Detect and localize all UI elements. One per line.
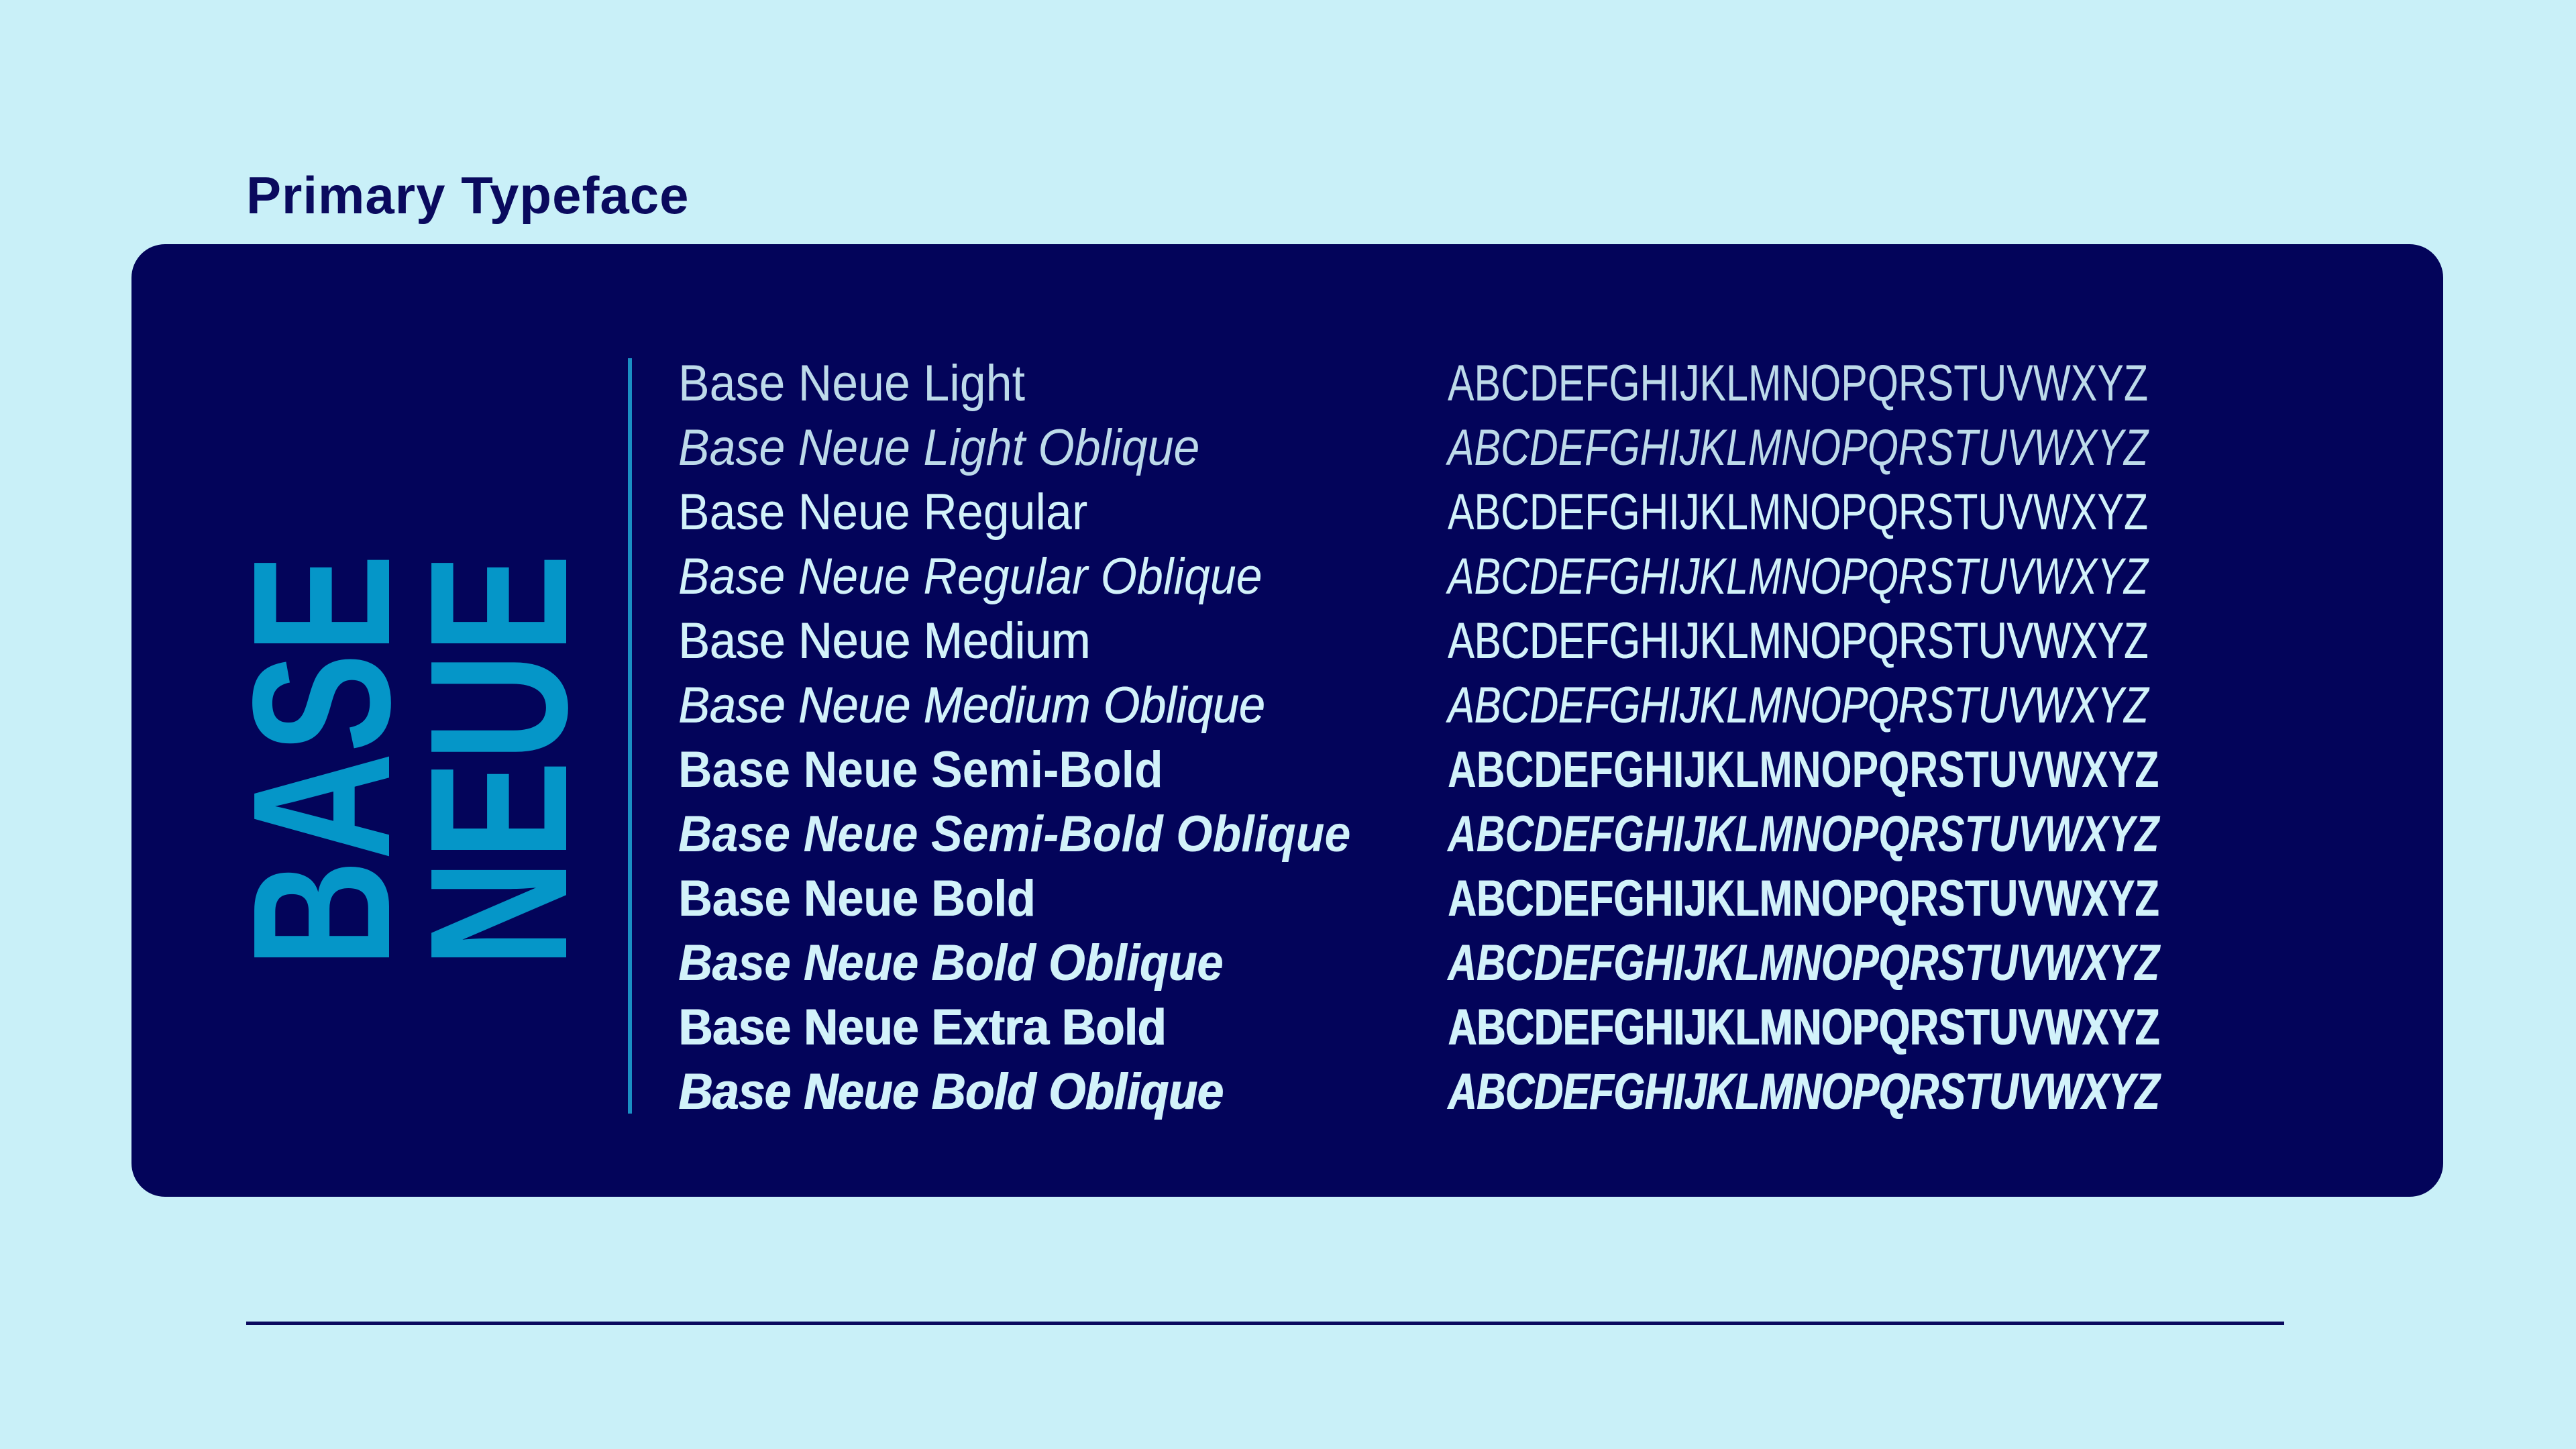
alphabet-sample: ABCDEFGHIJKLMNOPQRSTUVWXYZ: [1448, 741, 2159, 798]
typeface-panel: [131, 244, 2443, 1197]
font-name: Base Neue Regular: [678, 484, 1088, 541]
divider-line: [628, 358, 632, 1114]
alphabet-sample: ABCDEFGHIJKLMNOPQRSTUVWXYZ: [1448, 419, 2149, 476]
alphabet-sample: ABCDEFGHIJKLMNOPQRSTUVWXYZ: [1448, 934, 2159, 991]
font-name: Base Neue Semi-Bold: [678, 741, 1163, 798]
bottom-rule: [246, 1322, 2284, 1325]
base-neue-logo: BASE NEUE: [241, 554, 577, 967]
font-name: Base Neue Regular Oblique: [678, 548, 1263, 605]
font-name: Base Neue Bold: [678, 870, 1036, 927]
font-name: Base Neue Medium Oblique: [678, 677, 1265, 734]
font-name: Base Neue Bold Oblique: [678, 1063, 1224, 1120]
alphabet-sample: ABCDEFGHIJKLMNOPQRSTUVWXYZ: [1448, 612, 2149, 669]
alphabet-sample: ABCDEFGHIJKLMNOPQRSTUVWXYZ: [1448, 677, 2149, 734]
alphabet-sample: ABCDEFGHIJKLMNOPQRSTUVWXYZ: [1448, 999, 2159, 1056]
font-name: Base Neue Light: [678, 355, 1025, 412]
alphabet-sample: ABCDEFGHIJKLMNOPQRSTUVWXYZ: [1448, 548, 2149, 605]
alphabet-sample: ABCDEFGHIJKLMNOPQRSTUVWXYZ: [1448, 806, 2159, 863]
font-name: Base Neue Bold Oblique: [678, 934, 1224, 991]
logo-line-neue: NEUE: [389, 554, 577, 967]
font-name: Base Neue Semi-Bold Oblique: [678, 806, 1351, 863]
font-name: Base Neue Extra Bold: [678, 999, 1166, 1056]
alphabet-sample: ABCDEFGHIJKLMNOPQRSTUVWXYZ: [1448, 870, 2159, 927]
alphabet-sample: ABCDEFGHIJKLMNOPQRSTUVWXYZ: [1448, 484, 2149, 541]
font-name: Base Neue Light Oblique: [678, 419, 1200, 476]
alphabet-sample: ABCDEFGHIJKLMNOPQRSTUVWXYZ: [1448, 355, 2149, 412]
logo-line-base: BASE: [241, 554, 431, 967]
alphabet-sample: ABCDEFGHIJKLMNOPQRSTUVWXYZ: [1448, 1063, 2159, 1120]
page-title: Primary Typeface: [246, 166, 690, 225]
font-name: Base Neue Medium: [678, 612, 1091, 669]
